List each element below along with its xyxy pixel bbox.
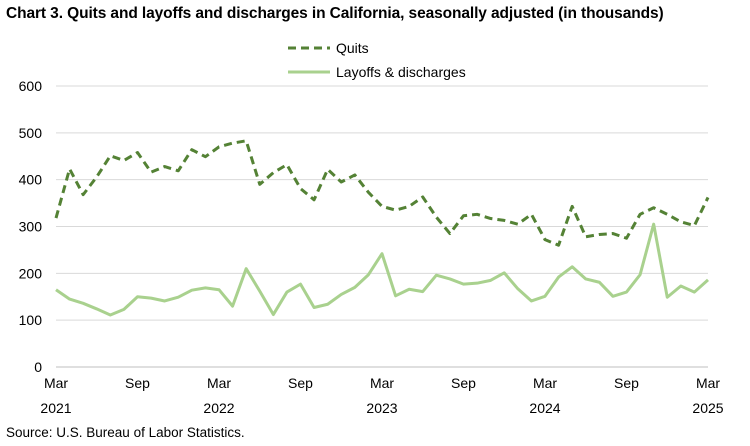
gridlines bbox=[56, 85, 708, 321]
x-tick-label-year: 2022 bbox=[203, 400, 234, 416]
x-tick-label-year: 2025 bbox=[692, 400, 723, 416]
y-tick-label: 0 bbox=[34, 359, 42, 375]
x-tick-label-month: Sep bbox=[614, 375, 639, 391]
x-tick-label-month: Mar bbox=[533, 375, 557, 391]
x-tick-label-month: Sep bbox=[288, 375, 313, 391]
x-axis-tick-labels: Mar 2021 Sep Mar 2022 Sep Mar 2023 Sep Mar 2024 Sep… bbox=[40, 375, 723, 416]
chart-source: Source: U.S. Bureau of Labor Statistics. bbox=[6, 425, 245, 440]
y-tick-label: 400 bbox=[19, 172, 43, 188]
y-axis-tick-labels: 0 100 200 300 400 500 600 bbox=[19, 78, 43, 375]
y-tick-label: 100 bbox=[19, 312, 43, 328]
y-tick-label: 500 bbox=[19, 125, 43, 141]
y-tick-label: 200 bbox=[19, 265, 43, 281]
x-tick-label-month: Mar bbox=[696, 375, 720, 391]
x-tick-label-year: 2023 bbox=[366, 400, 397, 416]
x-tick-label-year: 2024 bbox=[529, 400, 560, 416]
y-tick-label: 300 bbox=[19, 219, 43, 235]
x-tick-label-month: Mar bbox=[370, 375, 394, 391]
layoffs-series-line bbox=[55, 222, 710, 317]
x-tick-label-month: Mar bbox=[44, 375, 68, 391]
legend-label: Quits bbox=[336, 40, 369, 56]
x-tick-label-month: Sep bbox=[125, 375, 150, 391]
legend-label: Layoffs & discharges bbox=[336, 64, 466, 80]
quits-series-line bbox=[54, 139, 710, 247]
y-tick-label: 600 bbox=[19, 78, 43, 94]
x-tick-label-month: Sep bbox=[451, 375, 476, 391]
x-tick-label-year: 2021 bbox=[40, 400, 71, 416]
legend: Quits Layoffs & discharges bbox=[288, 40, 466, 80]
chart-title: Chart 3. Quits and layoffs and discharge… bbox=[6, 5, 664, 22]
series-lines bbox=[54, 139, 710, 317]
x-tick-label-month: Mar bbox=[207, 375, 231, 391]
